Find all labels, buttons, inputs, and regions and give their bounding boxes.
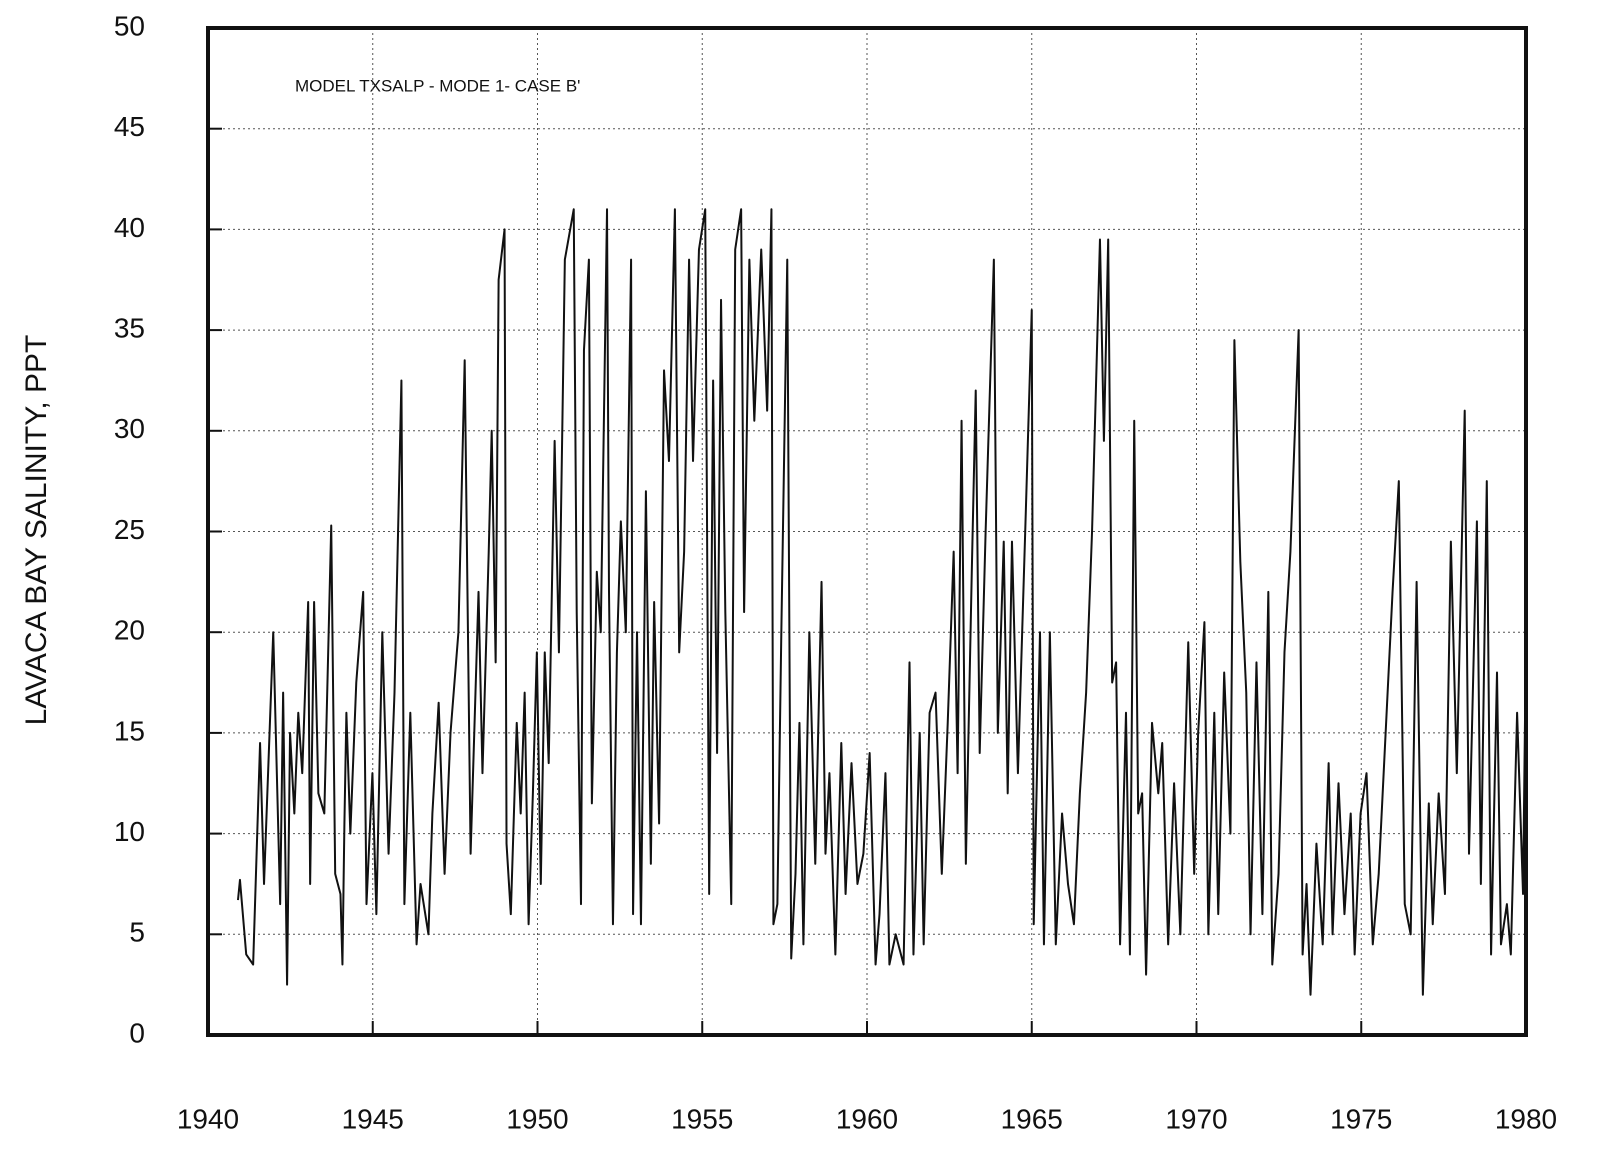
x-tick-label: 1970	[1165, 1103, 1227, 1134]
y-tick-label: 40	[114, 212, 145, 243]
annotation: MODEL TXSALP - MODE 1- CASE B'	[295, 76, 580, 95]
x-tick-label: 1965	[1001, 1103, 1063, 1134]
x-tick-label: 1980	[1495, 1103, 1557, 1134]
y-tick-label: 0	[129, 1017, 145, 1048]
plot-frame	[206, 26, 1528, 1037]
x-tick-label: 1955	[671, 1103, 733, 1134]
y-tick-label: 50	[114, 10, 145, 41]
x-tick-label: 1940	[177, 1103, 239, 1134]
y-tick-label: 15	[114, 715, 145, 746]
data-line	[236, 208, 1527, 996]
y-tick-label: 35	[114, 312, 145, 343]
y-tick-label: 45	[114, 111, 145, 142]
y-tick-label: 10	[114, 816, 145, 847]
x-tick-label: 1950	[506, 1103, 568, 1134]
y-tick-label: 25	[114, 514, 145, 545]
y-axis-label: LAVACA BAY SALINITY, PPT	[20, 335, 53, 726]
y-tick-label: 20	[114, 615, 145, 646]
y-tick-label: 5	[129, 917, 145, 948]
x-tick-label: 1975	[1330, 1103, 1392, 1134]
x-tick-label: 1945	[342, 1103, 404, 1134]
y-tick-label: 30	[114, 413, 145, 444]
x-tick-label: 1960	[836, 1103, 898, 1134]
